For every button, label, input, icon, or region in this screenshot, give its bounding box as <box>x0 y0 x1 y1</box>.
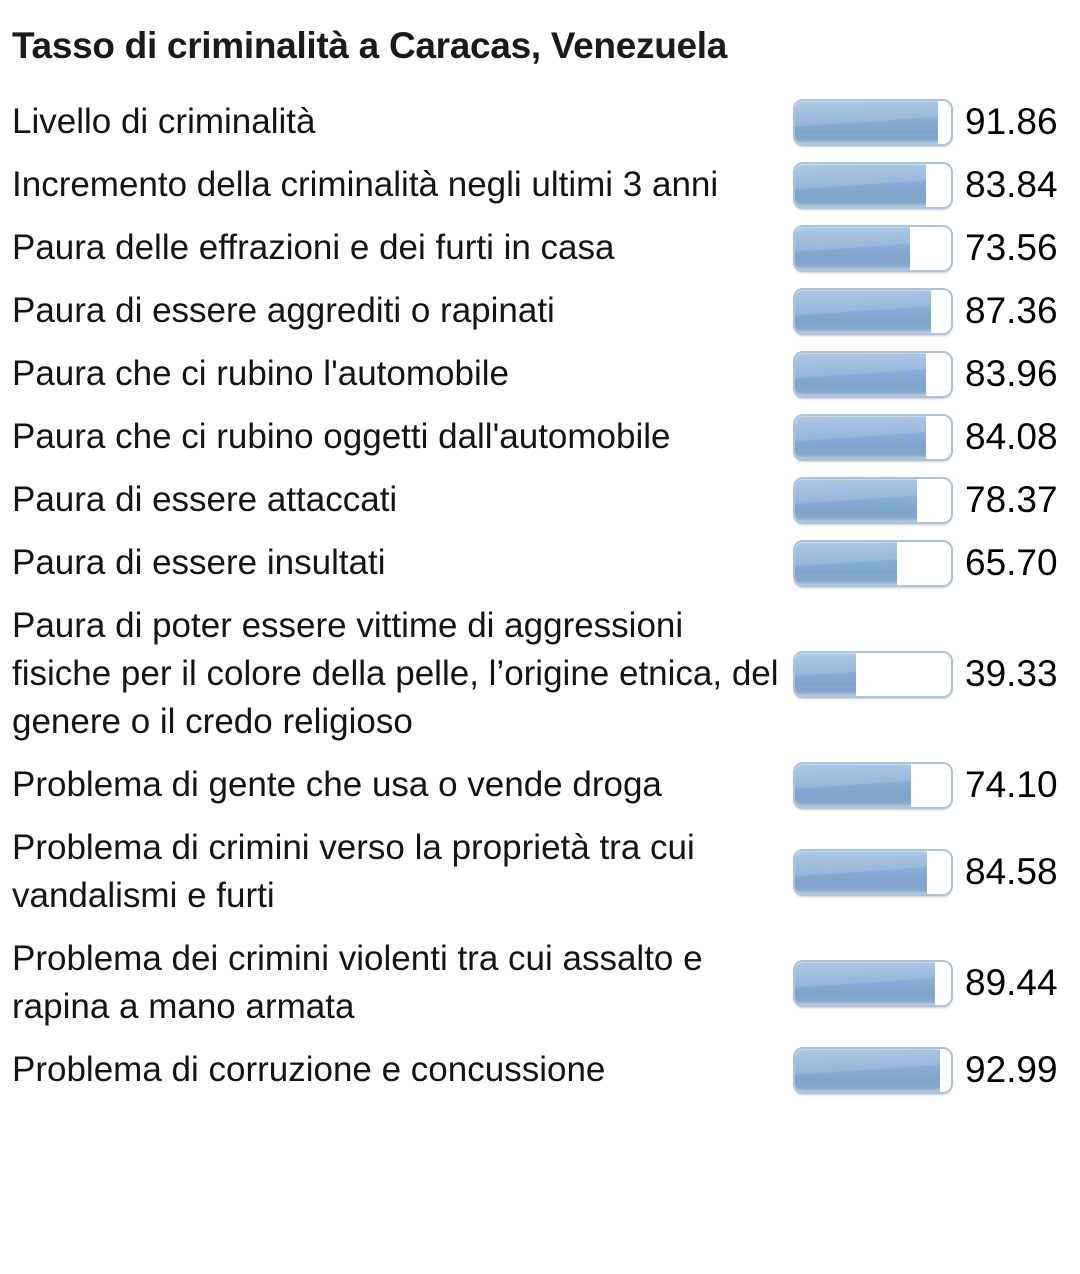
stat-value: 89.44 <box>965 962 1058 1003</box>
stat-row: Livello di criminalità 91.86 <box>12 98 1068 146</box>
stat-value: 78.37 <box>965 479 1058 520</box>
stat-label: Paura delle effrazioni e dei furti in ca… <box>12 228 615 267</box>
stat-value: 65.70 <box>965 542 1058 583</box>
stat-value: 84.08 <box>965 416 1058 457</box>
stat-bar-fill <box>795 163 926 207</box>
stat-value: 87.36 <box>965 290 1058 331</box>
stat-row: Problema di gente che usa o vende droga … <box>12 761 1068 809</box>
stat-value: 39.33 <box>965 653 1058 694</box>
stat-value: 74.10 <box>965 764 1058 805</box>
stat-label: Incremento della criminalità negli ultim… <box>12 165 719 204</box>
stat-label: Paura che ci rubino l'automobile <box>12 354 509 393</box>
stat-bar-track <box>793 761 953 809</box>
stat-bar-track <box>793 350 953 398</box>
stat-label: Problema di corruzione e concussione <box>12 1050 606 1089</box>
stat-bar-fill <box>795 652 857 696</box>
stat-bar-fill <box>795 352 926 396</box>
stat-row: Paura di poter essere vittime di aggress… <box>12 602 1068 746</box>
stat-bar-track <box>793 413 953 461</box>
stat-row: Problema di corruzione e concussione 92.… <box>12 1046 1068 1094</box>
stat-row: Problema di crimini verso la proprietà t… <box>12 824 1068 920</box>
stat-value: 92.99 <box>965 1049 1058 1090</box>
stat-label: Problema di gente che usa o vende droga <box>12 765 662 804</box>
stat-row: Problema dei crimini violenti tra cui as… <box>12 935 1068 1031</box>
stat-bar-track <box>793 476 953 524</box>
stat-bar-fill <box>795 289 932 333</box>
stat-row: Paura delle effrazioni e dei furti in ca… <box>12 224 1068 272</box>
stat-row: Paura che ci rubino oggetti dall'automob… <box>12 413 1068 461</box>
stat-value: 84.58 <box>965 851 1058 892</box>
stat-row: Paura di essere aggrediti o rapinati 87.… <box>12 287 1068 335</box>
stat-row: Paura di essere attaccati 78.37 <box>12 476 1068 524</box>
stat-value: 91.86 <box>965 101 1058 142</box>
stat-label: Paura di essere attaccati <box>12 480 398 519</box>
stat-bar-track <box>793 287 953 335</box>
crime-index-page: Tasso di criminalità a Caracas, Venezuel… <box>12 25 1068 1094</box>
stat-value: 83.84 <box>965 164 1058 205</box>
stat-bar-fill <box>795 415 927 459</box>
stat-bar-fill <box>795 478 918 522</box>
stat-bar-fill <box>795 1048 941 1092</box>
stat-bar-track <box>793 224 953 272</box>
stat-value: 83.96 <box>965 353 1058 394</box>
stat-label: Problema dei crimini violenti tra cui as… <box>12 939 703 1026</box>
stat-label: Paura di essere insultati <box>12 543 386 582</box>
stat-bar-track <box>793 539 953 587</box>
stat-bar-fill <box>795 961 935 1005</box>
stat-bar-track <box>793 161 953 209</box>
stat-label: Paura di essere aggrediti o rapinati <box>12 291 555 330</box>
stat-bar-fill <box>795 541 898 585</box>
stat-row: Incremento della criminalità negli ultim… <box>12 161 1068 209</box>
page-title: Tasso di criminalità a Caracas, Venezuel… <box>12 25 728 66</box>
stat-label: Livello di criminalità <box>12 102 316 141</box>
stat-bar-fill <box>795 763 911 807</box>
stat-bar-fill <box>795 100 939 144</box>
stat-value: 73.56 <box>965 227 1058 268</box>
stat-label: Paura di poter essere vittime di aggress… <box>12 606 779 741</box>
stat-row: Paura che ci rubino l'automobile 83.96 <box>12 350 1068 398</box>
stat-bar-track <box>793 98 953 146</box>
stat-row: Paura di essere insultati 65.70 <box>12 539 1068 587</box>
stat-bar-track <box>793 959 953 1007</box>
stat-bar-track <box>793 1046 953 1094</box>
stat-bar-track <box>793 650 953 698</box>
stat-label: Paura che ci rubino oggetti dall'automob… <box>12 417 671 456</box>
stat-bar-fill <box>795 226 910 270</box>
stat-bar-track <box>793 848 953 896</box>
stat-label: Problema di crimini verso la proprietà t… <box>12 828 695 915</box>
stat-bar-fill <box>795 850 927 894</box>
crime-stats-list: Livello di criminalità 91.86 Incremento … <box>12 98 1068 1094</box>
